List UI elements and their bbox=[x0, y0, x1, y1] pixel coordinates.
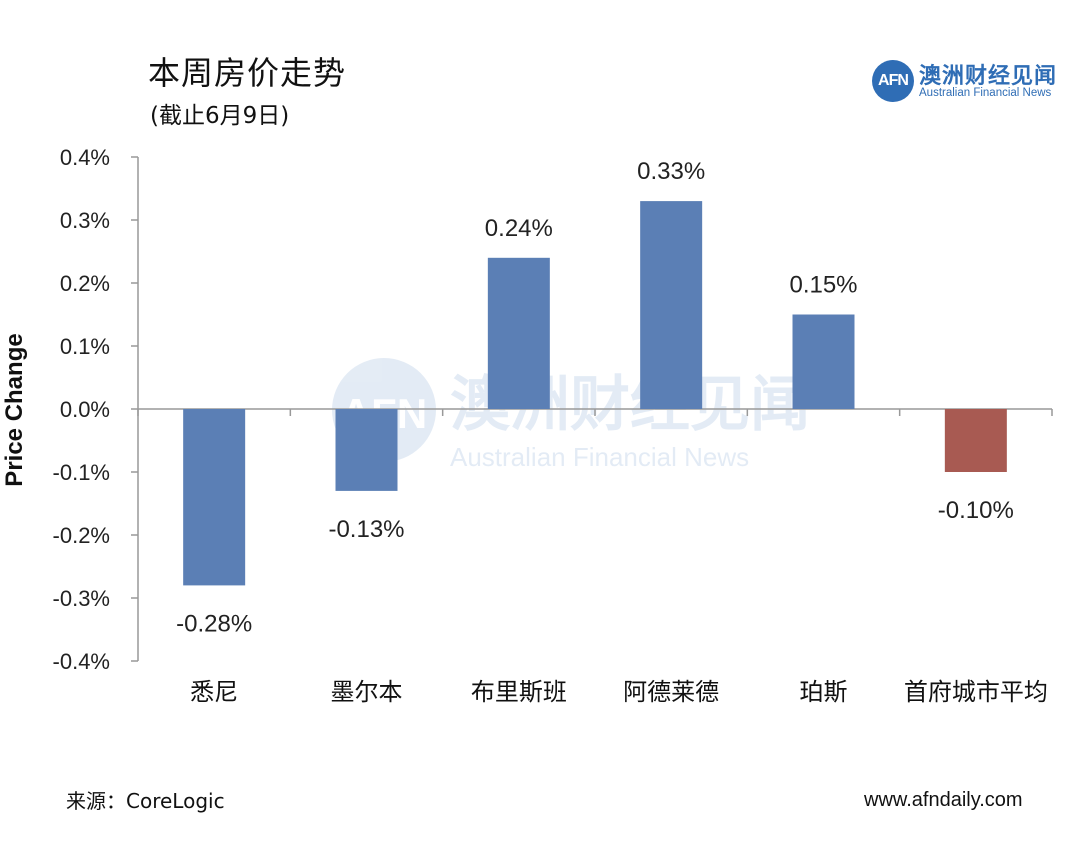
data-label: -0.10% bbox=[938, 497, 1014, 524]
data-label: 0.33% bbox=[637, 158, 705, 185]
category-label: 珀斯 bbox=[800, 678, 848, 706]
logo-name-en: Australian Financial News bbox=[919, 87, 1052, 99]
data-label: 0.15% bbox=[789, 272, 857, 299]
y-tick-label: -0.2% bbox=[53, 523, 110, 548]
logo-badge-icon: AFN bbox=[872, 60, 914, 102]
bar bbox=[487, 257, 550, 409]
y-tick-label: 0.2% bbox=[60, 271, 110, 296]
y-tick-label: -0.1% bbox=[53, 460, 110, 485]
y-tick-label: -0.4% bbox=[53, 649, 110, 674]
bar bbox=[183, 409, 246, 586]
logo-name-cn: 澳洲财经见闻 bbox=[919, 64, 1058, 89]
watermark-name-en: Australian Financial News bbox=[450, 442, 749, 472]
source-note: 来源：CoreLogic bbox=[66, 789, 225, 813]
category-label: 首府城市平均 bbox=[904, 678, 1048, 706]
bar bbox=[792, 314, 855, 409]
watermark: AFN 澳洲财经见闻 Australian Financial News bbox=[332, 358, 810, 472]
category-label: 阿德莱德 bbox=[623, 678, 719, 706]
afn-logo: AFN 澳洲财经见闻 Australian Financial News bbox=[872, 58, 1067, 104]
y-tick-label: 0.3% bbox=[60, 208, 110, 233]
y-tick-label: 0.1% bbox=[60, 334, 110, 359]
category-label: 布里斯班 bbox=[471, 678, 567, 706]
data-label: 0.24% bbox=[485, 215, 553, 242]
data-label: -0.28% bbox=[176, 610, 252, 637]
y-tick-label: 0.4% bbox=[60, 145, 110, 170]
bar bbox=[640, 201, 703, 409]
y-tick-label: 0.0% bbox=[60, 397, 110, 422]
category-label: 悉尼 bbox=[190, 678, 238, 706]
bar bbox=[944, 409, 1007, 472]
bar-layer bbox=[183, 201, 1007, 586]
y-tick-label: -0.3% bbox=[53, 586, 110, 611]
label-layer: -0.4% -0.3% -0.2% -0.1% 0.0% 0.1% 0.2% 0.3% 0.4%… bbox=[53, 145, 1048, 706]
bar bbox=[335, 409, 398, 491]
category-label: 墨尔本 bbox=[331, 678, 403, 706]
website-url: www.afndaily.com bbox=[864, 789, 1023, 811]
data-label: -0.13% bbox=[328, 516, 404, 543]
chart-title: 本周房价走势 bbox=[148, 54, 347, 92]
y-axis-label: Price Change bbox=[1, 333, 28, 486]
axis-layer bbox=[131, 156, 1053, 662]
chart-subtitle: (截止6月9日) bbox=[150, 103, 290, 129]
